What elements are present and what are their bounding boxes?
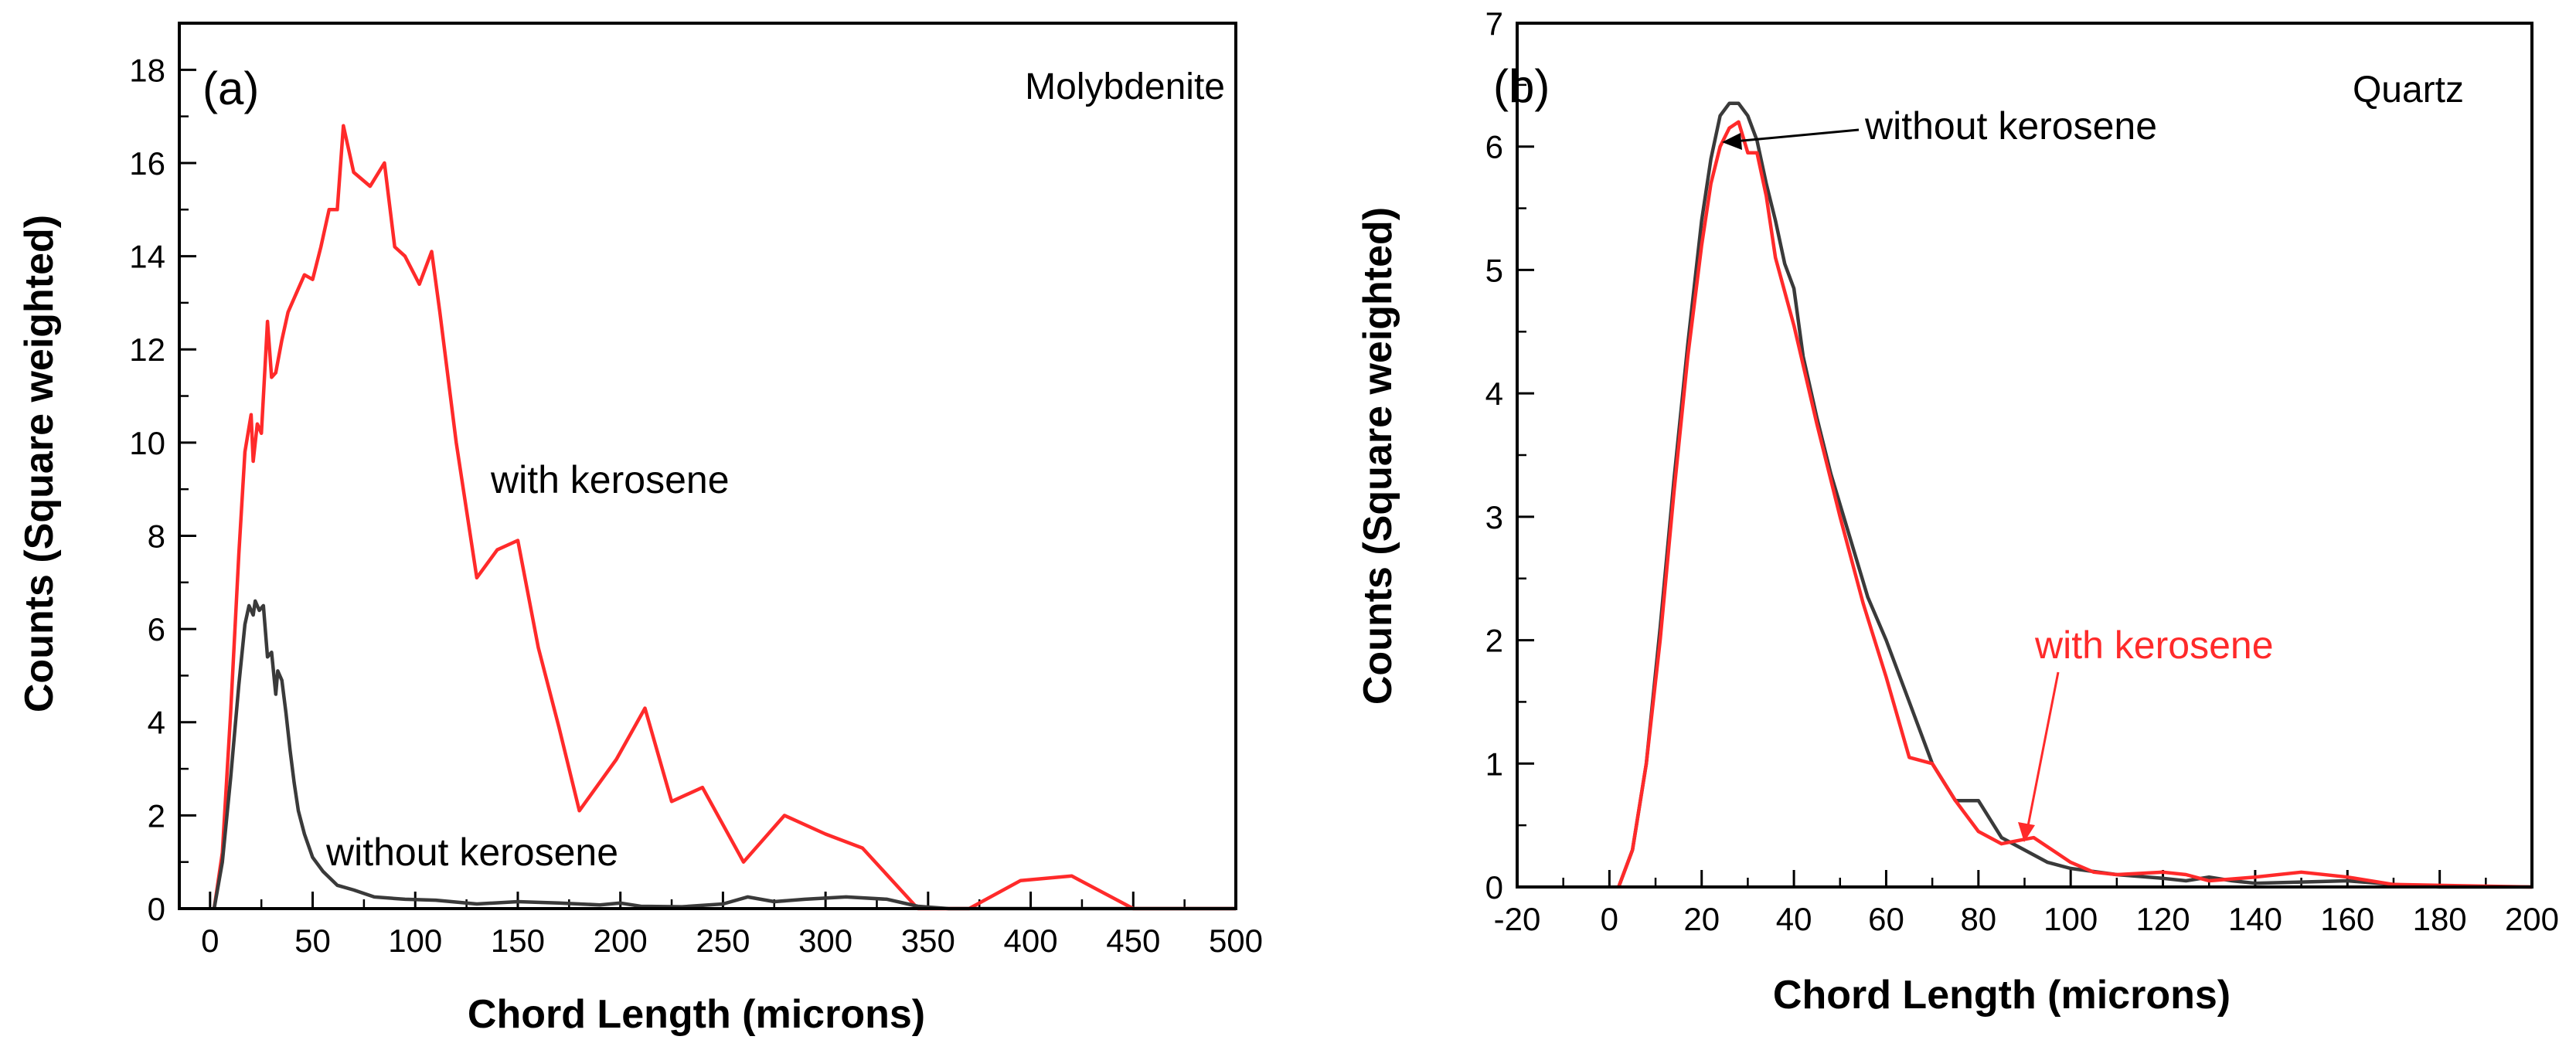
panel-a-ytick-label: 8 — [148, 518, 165, 554]
panel-a-material: Molybdenite — [1025, 66, 1225, 107]
panel-b-xtick-label: 20 — [1683, 901, 1720, 937]
panel-b-xtick-label: 80 — [1960, 901, 1996, 937]
panel-a-ytick-label: 2 — [148, 797, 165, 834]
panel-b-arrowhead-with-kerosene — [2018, 822, 2035, 842]
panel-b-ytick-label: 6 — [1485, 129, 1503, 165]
panel-a-xtick-label: 200 — [594, 923, 648, 959]
panel-b-xtick-label: 200 — [2505, 901, 2559, 937]
panel-b-ytick-label: 5 — [1485, 252, 1503, 288]
panel-b-xtick-label: 120 — [2136, 901, 2190, 937]
panel-a-ytick-label: 12 — [129, 331, 165, 368]
panel-a-ticks: 0 50 100 150 200 250 300 350 400 450 500 0 2 4 6 8 10 12 1… — [129, 52, 1263, 959]
panel-a-xtick-label: 50 — [294, 923, 331, 959]
panel-a-xtick-label: 400 — [1004, 923, 1058, 959]
panel-a-ylabel: Counts (Square weighted) — [17, 215, 62, 712]
panel-b-ytick-label: 2 — [1485, 623, 1503, 659]
panel-b-xtick-label: -20 — [1494, 901, 1541, 937]
panel-b-material: Quartz — [2353, 70, 2464, 110]
panel-a-series-with-kerosene — [212, 124, 1236, 911]
panel-b-arrow-without-kerosene — [1734, 128, 1860, 143]
panel-b-series-with-kerosene — [1617, 120, 2533, 889]
panel-b-ytick-label: 7 — [1485, 5, 1503, 42]
panel-a-annotation-with-kerosene: with kerosene — [490, 458, 730, 501]
panel-b-xtick-label: 180 — [2413, 901, 2467, 937]
panel-a-xtick-label: 100 — [388, 923, 442, 959]
panel-a-frame — [178, 22, 1237, 910]
panel-a-ytick-label: 0 — [148, 891, 165, 927]
panel-a-ytick-label: 6 — [148, 611, 165, 647]
panel-a-xtick-label: 350 — [901, 923, 955, 959]
panel-b-xtick-label: 100 — [2043, 901, 2098, 937]
panel-a-ytick-label: 10 — [129, 425, 165, 461]
panel-b-xtick-label: 140 — [2228, 901, 2282, 937]
panel-a-xtick-label: 300 — [798, 923, 852, 959]
panel-a-ytick-label: 4 — [148, 705, 165, 741]
panel-a-annotation-without-kerosene: without kerosene — [325, 831, 618, 874]
panel-b-xtick-label: 0 — [1601, 901, 1618, 937]
panel-b-label: (b) — [1493, 60, 1550, 112]
panel-a-xtick-label: 250 — [696, 923, 750, 959]
panel-a-xlabel: Chord Length (microns) — [468, 992, 925, 1037]
panel-a-ytick-label: 14 — [129, 239, 165, 275]
panel-a: 0 50 100 150 200 250 300 350 400 450 500 0 2 4 6 8 10 12 1… — [17, 22, 1263, 1037]
panel-b-xtick-label: 60 — [1868, 901, 1904, 937]
panel-b-series — [1617, 101, 2533, 889]
panel-b-annotation-with-kerosene: with kerosene — [2034, 624, 2274, 667]
panel-b-frame — [1516, 22, 2533, 889]
panel-b-xtick-label: 40 — [1776, 901, 1812, 937]
panel-a-xtick-label: 500 — [1209, 923, 1263, 959]
panel-b-ytick-label: 1 — [1485, 746, 1503, 782]
panel-b-xtick-label: 160 — [2320, 901, 2374, 937]
panel-a-xtick-label: 0 — [201, 923, 219, 959]
panel-a-xtick-label: 450 — [1106, 923, 1160, 959]
panel-b-arrowhead-without-kerosene — [1722, 133, 1742, 150]
panel-a-ytick-label: 16 — [129, 145, 165, 182]
panel-a-xtick-label: 150 — [491, 923, 545, 959]
panel-a-series-without-kerosene — [212, 599, 1236, 911]
panel-a-ytick-label: 18 — [129, 52, 165, 88]
panel-b-ylabel: Counts (Square weighted) — [1356, 207, 1400, 705]
panel-b-arrow-with-kerosene — [2026, 671, 2060, 831]
panel-b-ytick-label: 4 — [1485, 375, 1503, 412]
panel-b-xlabel: Chord Length (microns) — [1773, 973, 2231, 1018]
panel-a-series — [212, 124, 1236, 911]
panel-b-series-without-kerosene — [1617, 101, 2532, 889]
panel-a-label: (a) — [202, 63, 259, 114]
panel-b-ytick-label: 3 — [1485, 499, 1503, 535]
panel-b-ytick-label: 0 — [1485, 869, 1503, 906]
panel-b-annotation-without-kerosene: without kerosene — [1864, 104, 2157, 148]
